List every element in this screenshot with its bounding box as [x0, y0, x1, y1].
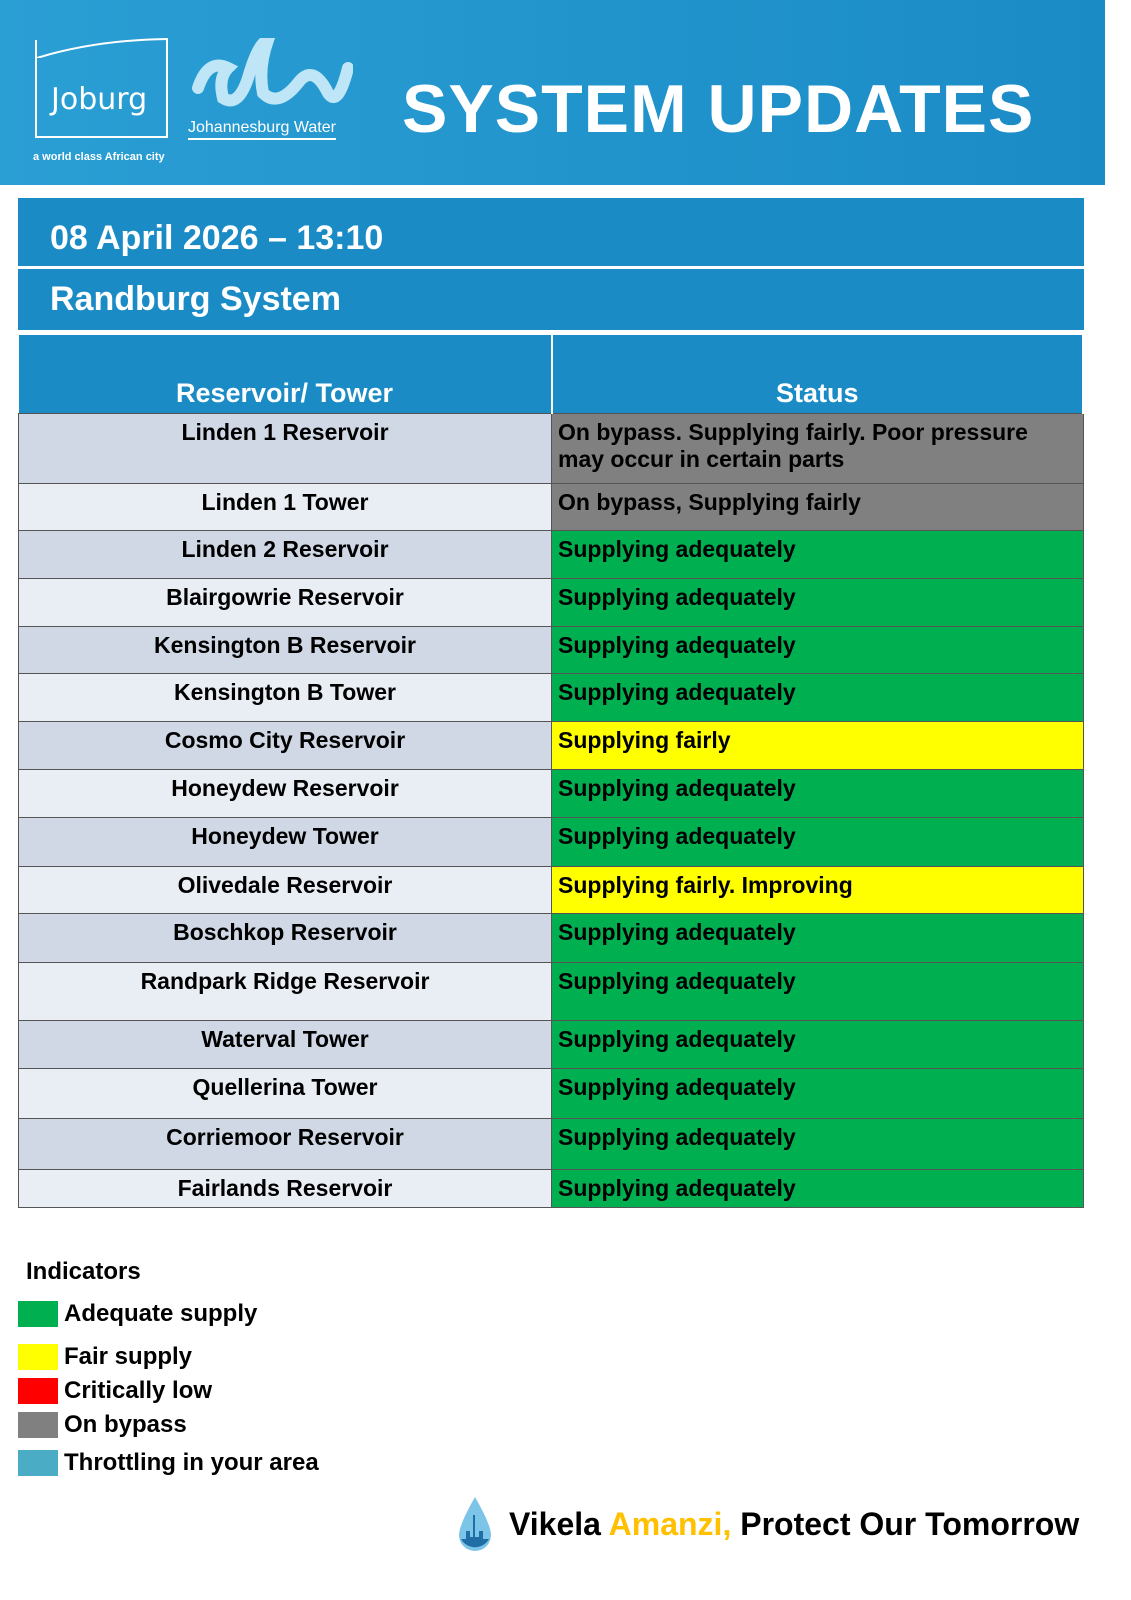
reservoir-name: Linden 1 Reservoir — [18, 412, 552, 484]
status-cell: Supplying adequately — [551, 1067, 1084, 1119]
reservoir-name: Blairgowrie Reservoir — [18, 577, 552, 627]
reservoir-name: Kensington B Tower — [18, 672, 552, 722]
table-row: Boschkop Reservoir Supplying adequately — [18, 912, 1084, 963]
legend-item: Critically low — [18, 1377, 212, 1405]
status-cell: Supplying adequately — [551, 768, 1084, 818]
date-time: 08 April 2026 – 13:10 — [18, 198, 1084, 266]
reservoir-name: Waterval Tower — [18, 1019, 552, 1069]
legend-label: On bypass — [64, 1411, 187, 1438]
table-row: Corriemoor Reservoir Supplying adequately — [18, 1117, 1084, 1170]
reservoir-name: Olivedale Reservoir — [18, 865, 552, 914]
reservoir-name: Linden 1 Tower — [18, 482, 552, 531]
header-banner: Joburg a world class African city Johann… — [0, 0, 1105, 185]
legend-item: Throttling in your area — [18, 1449, 319, 1477]
reservoir-name: Kensington B Reservoir — [18, 625, 552, 674]
reservoir-name: Honeydew Reservoir — [18, 768, 552, 818]
status-cell: Supplying fairly. Improving — [551, 865, 1084, 914]
legend-title: Indicators — [26, 1258, 141, 1285]
status-cell: Supplying adequately — [551, 816, 1084, 867]
column-header-reservoir: Reservoir/ Tower — [18, 335, 553, 413]
table-row: Linden 1 Reservoir On bypass. Supplying f… — [18, 412, 1084, 484]
reservoir-name: Fairlands Reservoir — [18, 1168, 552, 1208]
table-row: Randpark Ridge Reservoir Supplying adequa… — [18, 961, 1084, 1021]
reservoir-name: Linden 2 Reservoir — [18, 529, 552, 579]
legend-label: Adequate supply — [64, 1300, 258, 1327]
reservoir-name: Boschkop Reservoir — [18, 912, 552, 963]
slogan-part3: Protect Our Tomorrow — [731, 1505, 1080, 1542]
legend-item: Adequate supply — [18, 1300, 257, 1328]
tagline: a world class African city — [33, 151, 165, 163]
reservoir-name: Randpark Ridge Reservoir — [18, 961, 552, 1021]
column-header-status: Status — [551, 335, 1084, 413]
status-cell: On bypass, Supplying fairly — [551, 482, 1084, 531]
reservoir-name: Honeydew Tower — [18, 816, 552, 867]
joburg-logo: Joburg — [35, 38, 168, 138]
legend-swatch — [18, 1378, 58, 1404]
legend-item: On bypass — [18, 1411, 187, 1439]
table-row: Fairlands Reservoir Supplying adequately — [18, 1168, 1084, 1208]
page-title: SYSTEM UPDATES — [402, 71, 1035, 147]
status-cell: Supplying adequately — [551, 577, 1084, 627]
slogan-part1: Vikela — [509, 1505, 609, 1542]
johannesburg-water-wave-icon — [192, 38, 353, 107]
reservoir-name: Corriemoor Reservoir — [18, 1117, 552, 1170]
status-cell: Supplying adequately — [551, 1117, 1084, 1170]
slogan-accent: Amanzi, — [608, 1505, 732, 1542]
footer-slogan: Vikela Amanzi, Protect Our Tomorrow — [455, 1495, 1079, 1553]
table-row: Blairgowrie Reservoir Supplying adequatel… — [18, 577, 1084, 627]
table-row: Honeydew Tower Supplying adequately — [18, 816, 1084, 867]
water-drop-city-icon — [459, 1497, 491, 1551]
legend-swatch — [18, 1450, 58, 1476]
table-row: Linden 1 Tower On bypass, Supplying fairl… — [18, 482, 1084, 531]
legend-label: Critically low — [64, 1377, 213, 1404]
legend-label: Throttling in your area — [64, 1449, 319, 1476]
legend-swatch — [18, 1344, 58, 1370]
table-row: Quellerina Tower Supplying adequately — [18, 1067, 1084, 1119]
table-row: Cosmo City Reservoir Supplying fairly — [18, 720, 1084, 770]
status-cell: Supplying adequately — [551, 1168, 1084, 1208]
legend-item: Fair supply — [18, 1343, 192, 1371]
system-name: Randburg System — [18, 269, 1084, 330]
status-cell: Supplying adequately — [551, 625, 1084, 674]
legend-label: Fair supply — [64, 1343, 193, 1370]
status-table: Reservoir/ Tower Status Linden 1 Reservo… — [18, 335, 1084, 1208]
reservoir-name: Quellerina Tower — [18, 1067, 552, 1119]
status-cell: Supplying adequately — [551, 672, 1084, 722]
table-row: Waterval Tower Supplying adequately — [18, 1019, 1084, 1069]
reservoir-name: Cosmo City Reservoir — [18, 720, 552, 770]
status-cell: Supplying adequately — [551, 961, 1084, 1021]
status-cell: Supplying adequately — [551, 1019, 1084, 1069]
table-row: Kensington B Reservoir Supplying adequate… — [18, 625, 1084, 674]
status-cell: Supplying adequately — [551, 529, 1084, 579]
table-row: Kensington B Tower Supplying adequately — [18, 672, 1084, 722]
legend-swatch — [18, 1412, 58, 1438]
table-row: Linden 2 Reservoir Supplying adequately — [18, 529, 1084, 579]
status-cell: Supplying fairly — [551, 720, 1084, 770]
status-cell: Supplying adequately — [551, 912, 1084, 963]
table-row: Olivedale Reservoir Supplying fairly. Imp… — [18, 865, 1084, 914]
table-row: Honeydew Reservoir Supplying adequately — [18, 768, 1084, 818]
joburg-logo-arc — [36, 38, 168, 58]
water-logo-text: Johannesburg Water — [188, 119, 336, 140]
legend-swatch — [18, 1301, 58, 1327]
status-cell: On bypass. Supplying fairly. Poor pressu… — [551, 412, 1084, 484]
